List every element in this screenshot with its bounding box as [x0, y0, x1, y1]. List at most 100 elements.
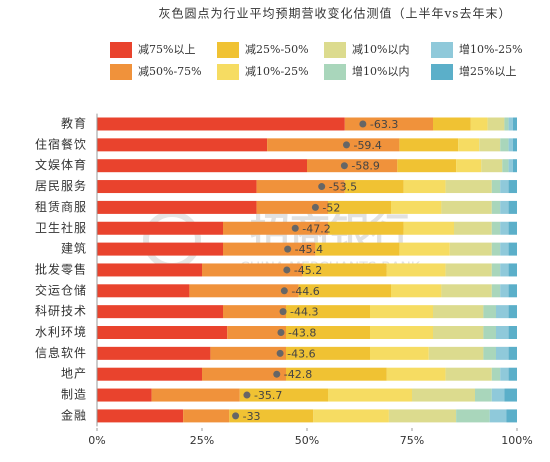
average-label: -44.3 [290, 306, 318, 319]
bar-segment [458, 138, 480, 152]
bar-segment [97, 242, 223, 256]
average-label: -43.8 [288, 327, 316, 340]
bar-segment [256, 200, 328, 214]
bar-segment [386, 263, 446, 277]
bar-segment [508, 326, 517, 339]
bar-segment [223, 242, 316, 256]
y-tick-label: 卫生社服 [35, 220, 87, 235]
bar-segment [386, 367, 446, 381]
bar-segment [508, 346, 517, 360]
legend-label: 增25%以上 [459, 64, 516, 78]
y-tick-label: 住宿餐饮 [35, 136, 87, 151]
bar-segment [496, 346, 509, 360]
bar-segment [508, 242, 517, 256]
bar-segment [500, 367, 509, 381]
bar-segment [454, 221, 492, 235]
average-dot [243, 391, 251, 399]
x-tick-label: 100% [501, 434, 532, 447]
average-label: -42.8 [284, 368, 312, 381]
bar-segment [302, 263, 387, 277]
average-dot [276, 349, 284, 357]
average-label: -44.6 [291, 285, 319, 298]
bar-segment [403, 221, 454, 235]
bar-segment [449, 242, 492, 256]
average-dot [280, 287, 288, 295]
y-tick-label: 批发零售 [35, 261, 87, 276]
average-label: -59.4 [353, 139, 381, 152]
bar-segment [399, 242, 450, 256]
y-tick-label: 教育 [61, 116, 87, 131]
bar-segment [344, 117, 433, 131]
bar-segment [508, 221, 517, 235]
bar-segment [307, 159, 398, 173]
bar-segment [508, 305, 517, 319]
bar-segment [445, 263, 492, 277]
bar-segment [328, 221, 404, 235]
bar-segment [508, 263, 517, 277]
bar-segment [97, 367, 202, 381]
bar-segment [202, 367, 286, 381]
average-dot [340, 162, 348, 170]
legend-swatch [217, 64, 239, 80]
average-label: -58.9 [351, 160, 379, 173]
y-tick-label: 科研技术 [35, 304, 87, 318]
average-label: -33 [243, 410, 261, 423]
bar-segment [344, 180, 404, 194]
bar-segment [500, 200, 509, 214]
bar-segment [370, 326, 433, 339]
average-dot [283, 266, 291, 274]
legend-label: 减10%以内 [352, 42, 409, 56]
bar-segment [481, 159, 503, 173]
bar-segment [456, 409, 490, 423]
bar-segment [506, 409, 517, 423]
bar-segment [508, 180, 517, 194]
bar-segment [97, 159, 307, 173]
bar-segment [370, 346, 429, 360]
bar-segment [210, 346, 286, 360]
bar-segment [491, 263, 501, 277]
bar-segment [97, 346, 211, 360]
bar-segment [328, 388, 412, 402]
legend-label: 减50%-75% [138, 65, 202, 78]
bar-segment [483, 305, 496, 319]
bar-segment [397, 159, 457, 173]
bar-segment [313, 409, 389, 423]
bar-segment [151, 388, 240, 402]
bar-segment [189, 284, 299, 298]
bar-segment [227, 326, 286, 339]
bar-segment [239, 388, 328, 402]
legend-swatch [431, 42, 453, 58]
bar-segment [445, 367, 492, 381]
legend-swatch [324, 42, 346, 58]
bar-segment [508, 117, 513, 131]
y-tick-label: 制造 [61, 388, 87, 402]
bar-segment [500, 263, 509, 277]
bar-segment [508, 284, 517, 298]
average-dot [318, 183, 326, 191]
x-tick-label: 0% [88, 434, 105, 447]
bar-segment [496, 326, 509, 339]
bar-segment [500, 242, 509, 256]
average-dot [291, 224, 299, 232]
y-tick-label: 地产 [61, 367, 87, 381]
legend-label: 增10%-25% [459, 42, 523, 56]
average-label: -52 [322, 201, 340, 214]
bar-segment [223, 305, 286, 319]
bar-segment [491, 242, 501, 256]
y-tick-label: 建筑 [61, 241, 87, 256]
bar-segment [97, 221, 223, 235]
bar-segment [508, 138, 513, 152]
bar-segment [487, 117, 505, 131]
legend-label: 减75%以上 [138, 43, 195, 56]
average-dot [277, 329, 285, 336]
legend-label: 增10%以内 [352, 64, 409, 78]
y-tick-label: 交运仓储 [35, 282, 87, 297]
bar-segment [97, 326, 228, 339]
bar-segment [97, 200, 257, 214]
legend-swatch [431, 64, 453, 80]
bar-segment [483, 346, 496, 360]
bar-segment [391, 284, 442, 298]
bar-segment [491, 388, 505, 402]
average-dot [342, 141, 350, 149]
bar-segment [286, 305, 370, 319]
